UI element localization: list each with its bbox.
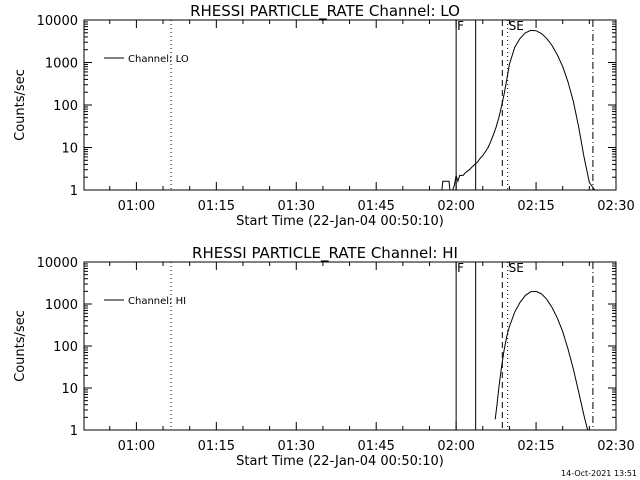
- y-tick-label: 1: [70, 424, 78, 439]
- x-tick-label: 01:45: [357, 439, 394, 454]
- x-tick-label: 02:15: [517, 199, 554, 214]
- x-tick-label: 02:00: [437, 439, 474, 454]
- event-label-f: F: [457, 261, 464, 275]
- plot-frame: [83, 19, 617, 191]
- plot-lo-channel: RHESSI PARTICLE_RATE Channel: LO 01:00 01:…: [13, 2, 635, 229]
- x-tick-label: 02:00: [437, 199, 474, 214]
- legend-label: Channel: HI: [128, 296, 186, 307]
- chart-title: RHESSI PARTICLE_RATE Channel: LO: [190, 2, 460, 21]
- x-tick-label: 01:00: [118, 439, 155, 454]
- y-axis-label: Counts/sec: [13, 69, 28, 141]
- plot-frame: [83, 261, 617, 431]
- x-tick-label: 02:30: [597, 439, 634, 454]
- x-axis-label: Start Time (22-Jan-04 00:50:10): [236, 214, 444, 229]
- x-tick-label: 01:15: [198, 439, 235, 454]
- y-tick-label: 100: [53, 340, 78, 355]
- footer-timestamp: 14-Oct-2021 13:51: [561, 469, 637, 478]
- plot-hi-channel: RHESSI PARTICLE_RATE Channel: HI 01:00 01:…: [13, 244, 635, 469]
- y-axis-label: Counts/sec: [13, 310, 28, 382]
- event-label-se: SE: [509, 19, 524, 33]
- x-tick-label: 01:30: [278, 199, 315, 214]
- chart-title: RHESSI PARTICLE_RATE Channel: HI: [192, 244, 458, 263]
- series-channel-hi: [494, 290, 589, 431]
- x-tick-label: 01:30: [278, 439, 315, 454]
- x-tick-label: 02:15: [517, 439, 554, 454]
- event-label-se: SE: [509, 261, 524, 275]
- x-tick-label: 01:45: [357, 199, 394, 214]
- y-tick-label: 10: [61, 142, 78, 157]
- x-tick-label: 01:00: [118, 199, 155, 214]
- x-tick-label: 02:30: [597, 199, 634, 214]
- y-tick-label: 100: [53, 99, 78, 114]
- y-tick-label: 1000: [45, 298, 78, 313]
- event-label-f: F: [457, 19, 464, 33]
- legend-label: Channel: LO: [128, 54, 189, 65]
- y-tick-label: 10000: [37, 14, 78, 29]
- y-tick-label: 1000: [45, 57, 78, 72]
- series-channel-lo: [441, 29, 596, 191]
- x-tick-label: 01:15: [198, 199, 235, 214]
- y-tick-label: 1: [70, 184, 78, 199]
- y-tick-label: 10000: [37, 256, 78, 271]
- y-tick-label: 10: [61, 382, 78, 397]
- x-axis-label: Start Time (22-Jan-04 00:50:10): [236, 454, 444, 469]
